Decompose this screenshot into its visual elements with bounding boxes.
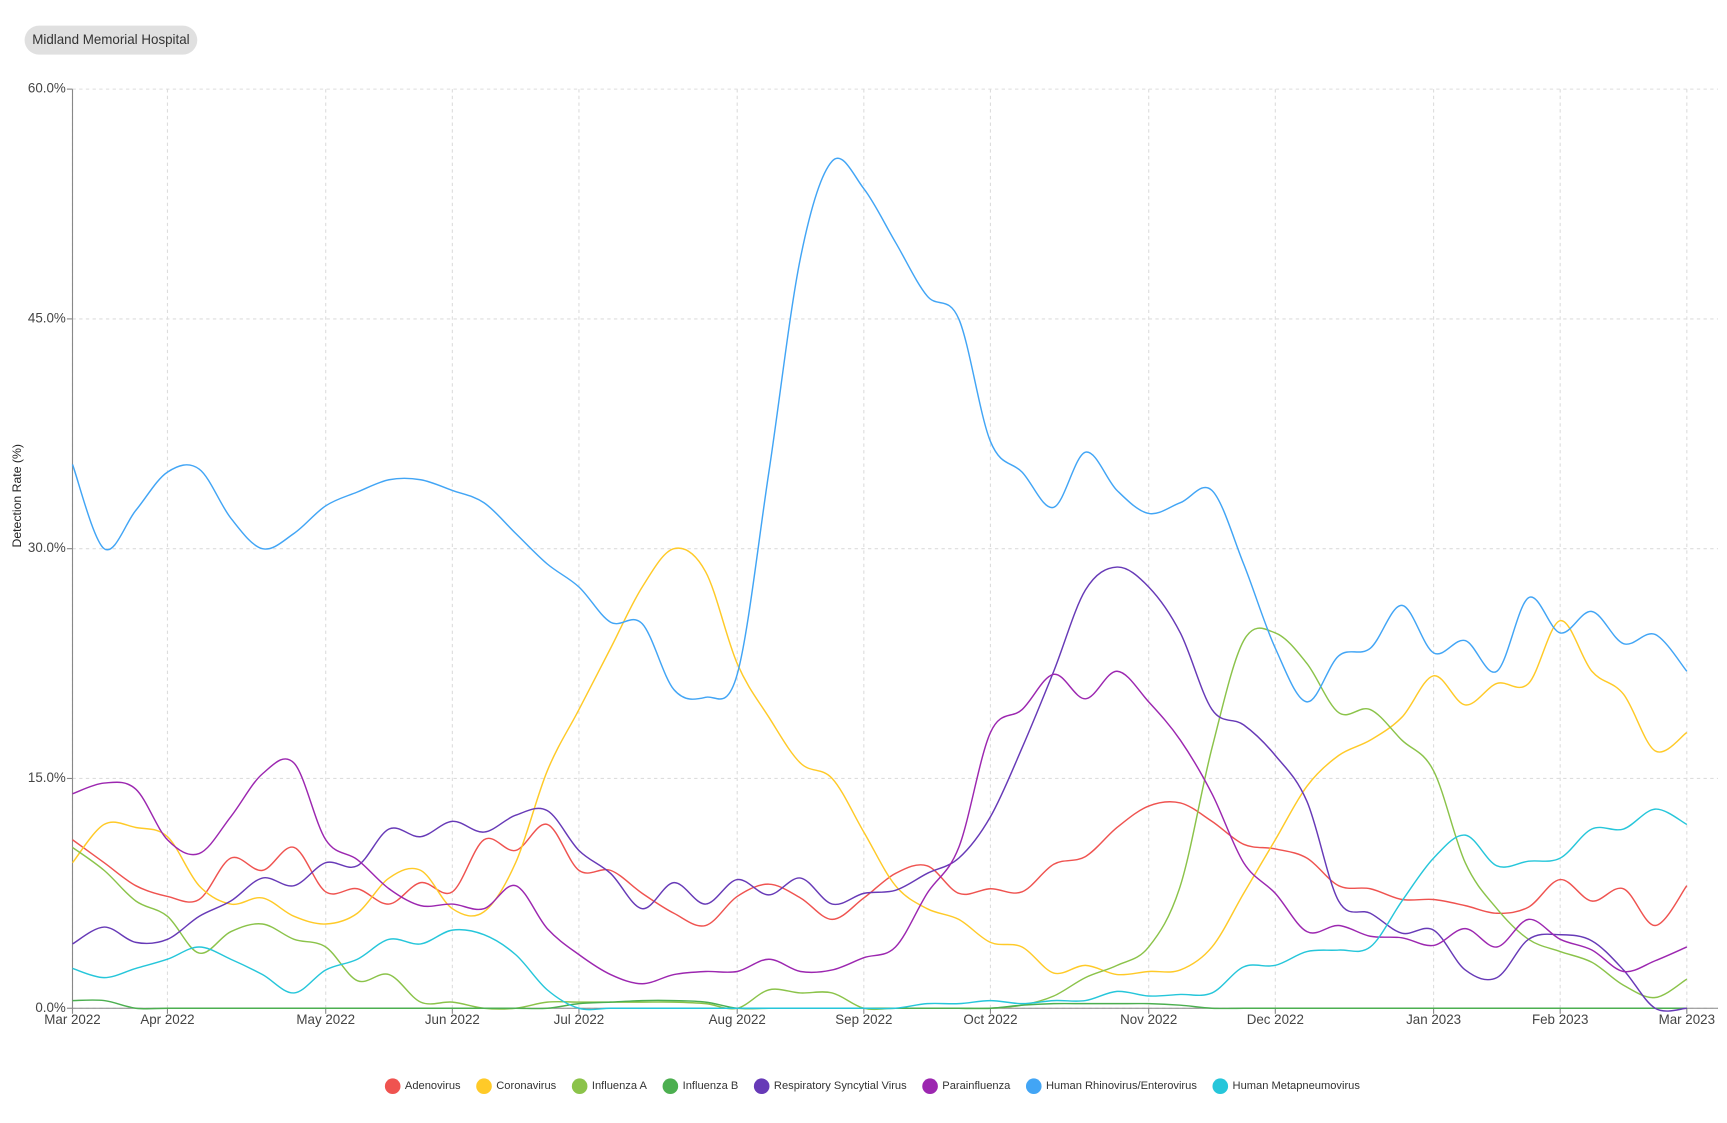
- y-tick-label: 15.0%: [28, 770, 66, 785]
- x-tick-label: Mar 2023: [1659, 1012, 1715, 1027]
- series-line: [71, 157, 1688, 703]
- x-tick-label: Mar 2022: [44, 1012, 100, 1027]
- hospital-chip[interactable]: [24, 25, 198, 55]
- x-tick-label: Apr 2022: [140, 1012, 194, 1027]
- legend-label: Influenza B: [683, 1080, 739, 1092]
- series-line: [72, 999, 1687, 1010]
- y-axis-label: Detection Rate (%): [10, 444, 24, 548]
- x-tick-label: Jun 2022: [425, 1012, 480, 1027]
- y-tick-label: 60.0%: [28, 81, 66, 96]
- series-line: [72, 808, 1688, 1011]
- legend-label: Adenovirus: [405, 1080, 461, 1092]
- series-line: [72, 670, 1688, 985]
- legend-swatch: [476, 1078, 492, 1095]
- legend-swatch: [922, 1078, 938, 1095]
- legend-swatch: [753, 1078, 770, 1095]
- x-tick-label: Aug 2022: [709, 1012, 766, 1027]
- series-line: [71, 547, 1688, 976]
- legend-swatch: [1212, 1078, 1229, 1095]
- legend-label: Coronavirus: [496, 1080, 556, 1092]
- x-tick-label: Oct 2022: [963, 1012, 1017, 1027]
- legend-label: Influenza A: [592, 1080, 648, 1092]
- series-line: [72, 566, 1687, 1012]
- x-tick-label: May 2022: [296, 1012, 355, 1027]
- legend-label: Human Metapneumovirus: [1233, 1080, 1361, 1092]
- y-tick-label: 45.0%: [28, 310, 66, 325]
- y-tick-label: 0.0%: [35, 1000, 66, 1015]
- legend-label: Respiratory Syncytial Virus: [774, 1080, 907, 1092]
- x-tick-label: Jan 2023: [1406, 1012, 1461, 1027]
- series-line: [72, 801, 1688, 927]
- legend-swatch: [384, 1078, 401, 1095]
- x-tick-label: Jul 2022: [554, 1012, 605, 1027]
- legend-label: Human Rhinovirus/Enterovirus: [1046, 1080, 1197, 1092]
- hospital-name[interactable]: Midland Memorial Hospital: [32, 32, 189, 47]
- legend: Adenovirus Coronavirus Influenza A Influenz…: [384, 1078, 1361, 1095]
- x-tick-label: Nov 2022: [1120, 1012, 1177, 1027]
- legend-swatch: [662, 1078, 679, 1095]
- legend-swatch: [571, 1078, 588, 1095]
- y-tick-label: 30.0%: [28, 540, 66, 555]
- legend-label: Parainfluenza: [942, 1080, 1011, 1092]
- x-tick-label: Feb 2023: [1532, 1012, 1588, 1027]
- series-line: [72, 627, 1688, 1011]
- legend-swatch: [1025, 1078, 1042, 1095]
- x-tick-label: Dec 2022: [1247, 1012, 1304, 1027]
- x-tick-label: Sep 2022: [835, 1012, 892, 1027]
